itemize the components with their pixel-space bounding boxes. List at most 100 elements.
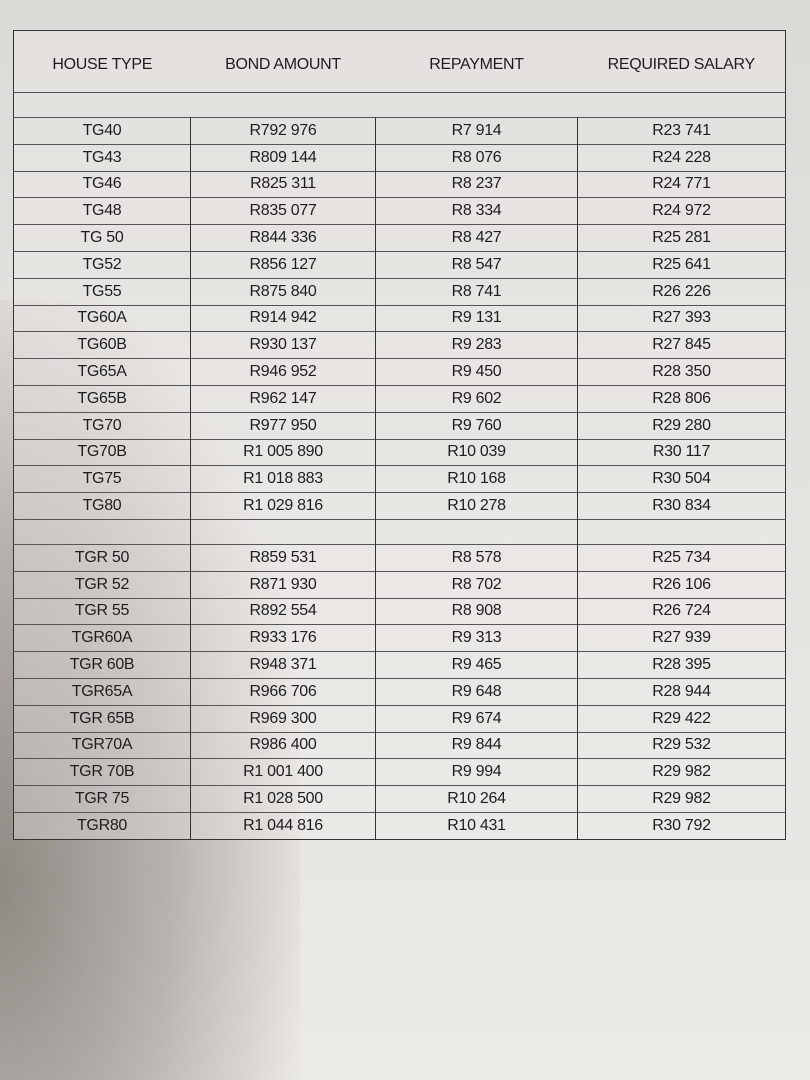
header-required-salary: REQUIRED SALARY: [607, 55, 756, 73]
blank-cell: [13, 92, 191, 118]
required-salary-cell: R30 117: [577, 438, 786, 466]
required-salary-cell: R30 834: [577, 492, 786, 520]
house-pricing-table: HOUSE TYPE BOND AMOUNT REPAYMENT REQUIRE…: [13, 30, 786, 840]
table-row: TG40 R792 976 R7 914 R23 741: [13, 117, 786, 145]
blank-row: [13, 92, 786, 118]
required-salary-cell: R29 532: [577, 731, 786, 759]
table-row: TG60B R930 137 R9 283 R27 845: [13, 331, 786, 359]
bond-amount-cell: R914 942: [190, 304, 376, 332]
required-salary-cell: R24 771: [577, 170, 786, 198]
repayment-cell: R8 578: [375, 543, 578, 572]
table-row: TG48 R835 077 R8 334 R24 972: [13, 197, 786, 225]
required-salary-cell: R26 724: [577, 597, 786, 625]
bond-amount-cell: R1 005 890: [190, 438, 376, 466]
house-type-cell: TGR 65B: [13, 704, 191, 733]
repayment-cell: R9 131: [375, 304, 578, 332]
blank-row: [13, 518, 786, 545]
table-row: TG43 R809 144 R8 076 R24 228: [13, 143, 786, 172]
bond-amount-cell: R825 311: [190, 170, 376, 198]
blank-cell: [375, 518, 578, 545]
repayment-cell: R9 450: [375, 358, 578, 386]
table-row: TGR60A R933 176 R9 313 R27 939: [13, 624, 786, 652]
bond-amount-cell: R792 976: [190, 117, 376, 145]
repayment-cell: R9 994: [375, 758, 578, 786]
required-salary-cell: R28 806: [577, 384, 786, 413]
header-repayment: REPAYMENT: [429, 55, 524, 73]
house-type-cell: TG43: [13, 143, 191, 172]
required-salary-cell: R25 734: [577, 543, 786, 572]
house-type-cell: TG40: [13, 117, 191, 145]
blank-cell: [13, 518, 191, 545]
required-salary-cell: R28 944: [577, 677, 786, 706]
required-salary-cell: R29 982: [577, 785, 786, 813]
bond-amount-cell: R977 950: [190, 411, 376, 440]
repayment-cell: R9 313: [375, 624, 578, 652]
table-row: TGR 70B R1 001 400 R9 994 R29 982: [13, 758, 786, 786]
table-row: TGR 60B R948 371 R9 465 R28 395: [13, 651, 786, 679]
table-row: TG 50 R844 336 R8 427 R25 281: [13, 224, 786, 252]
house-type-cell: TG46: [13, 170, 191, 198]
house-type-cell: TG70: [13, 411, 191, 440]
table-row: TG60A R914 942 R9 131 R27 393: [13, 304, 786, 332]
required-salary-cell: R24 972: [577, 197, 786, 225]
required-salary-cell: R27 845: [577, 331, 786, 359]
header-row: HOUSE TYPE BOND AMOUNT REPAYMENT REQUIRE…: [14, 31, 786, 93]
bond-amount-cell: R1 028 500: [190, 785, 376, 813]
house-type-cell: TGR80: [13, 811, 191, 840]
bond-amount-cell: R1 018 883: [190, 465, 376, 493]
bond-amount-cell: R986 400: [190, 731, 376, 759]
table-row: TG75 R1 018 883 R10 168 R30 504: [13, 465, 786, 493]
repayment-cell: R9 760: [375, 411, 578, 440]
repayment-cell: R10 168: [375, 465, 578, 493]
house-type-cell: TGR 50: [13, 543, 191, 572]
repayment-cell: R9 465: [375, 651, 578, 679]
table-row: TG65B R962 147 R9 602 R28 806: [13, 384, 786, 413]
table-row: TGR 52 R871 930 R8 702 R26 106: [13, 570, 786, 599]
bond-amount-cell: R969 300: [190, 704, 376, 733]
repayment-cell: R8 427: [375, 224, 578, 252]
bond-amount-cell: R1 044 816: [190, 811, 376, 840]
required-salary-cell: R28 395: [577, 651, 786, 679]
table-row: TG46 R825 311 R8 237 R24 771: [13, 170, 786, 198]
repayment-cell: R8 547: [375, 250, 578, 279]
house-type-cell: TG65A: [13, 358, 191, 386]
repayment-cell: R10 278: [375, 492, 578, 520]
house-type-cell: TG75: [13, 465, 191, 493]
required-salary-cell: R30 504: [577, 465, 786, 493]
repayment-cell: R8 237: [375, 170, 578, 198]
table-row: TGR65A R966 706 R9 648 R28 944: [13, 677, 786, 706]
blank-cell: [577, 518, 786, 545]
bond-amount-cell: R933 176: [190, 624, 376, 652]
required-salary-cell: R29 280: [577, 411, 786, 440]
table-row: TGR80 R1 044 816 R10 431 R30 792: [13, 811, 786, 840]
required-salary-cell: R26 106: [577, 570, 786, 599]
repayment-cell: R8 702: [375, 570, 578, 599]
repayment-cell: R9 844: [375, 731, 578, 759]
house-type-cell: TG55: [13, 277, 191, 306]
table-row: TG80 R1 029 816 R10 278 R30 834: [13, 492, 786, 520]
house-type-cell: TGR 70B: [13, 758, 191, 786]
table-row: TGR 75 R1 028 500 R10 264 R29 982: [13, 785, 786, 813]
required-salary-cell: R23 741: [577, 117, 786, 145]
blank-cell: [375, 92, 578, 118]
required-salary-cell: R26 226: [577, 277, 786, 306]
required-salary-cell: R25 641: [577, 250, 786, 279]
repayment-cell: R8 334: [375, 197, 578, 225]
bond-amount-cell: R856 127: [190, 250, 376, 279]
table-row: TG55 R875 840 R8 741 R26 226: [13, 277, 786, 306]
table-row: TG70 R977 950 R9 760 R29 280: [13, 411, 786, 440]
house-type-cell: TG70B: [13, 438, 191, 466]
header-house-type: HOUSE TYPE: [52, 55, 153, 73]
repayment-cell: R9 648: [375, 677, 578, 706]
required-salary-cell: R27 939: [577, 624, 786, 652]
bond-amount-cell: R859 531: [190, 543, 376, 572]
bond-amount-cell: R892 554: [190, 597, 376, 625]
header-bond-amount: BOND AMOUNT: [225, 55, 341, 73]
repayment-cell: R7 914: [375, 117, 578, 145]
repayment-cell: R9 674: [375, 704, 578, 733]
house-type-cell: TG60A: [13, 304, 191, 332]
repayment-cell: R8 908: [375, 597, 578, 625]
house-type-cell: TGR 52: [13, 570, 191, 599]
required-salary-cell: R30 792: [577, 811, 786, 840]
table-row: TGR 65B R969 300 R9 674 R29 422: [13, 704, 786, 733]
